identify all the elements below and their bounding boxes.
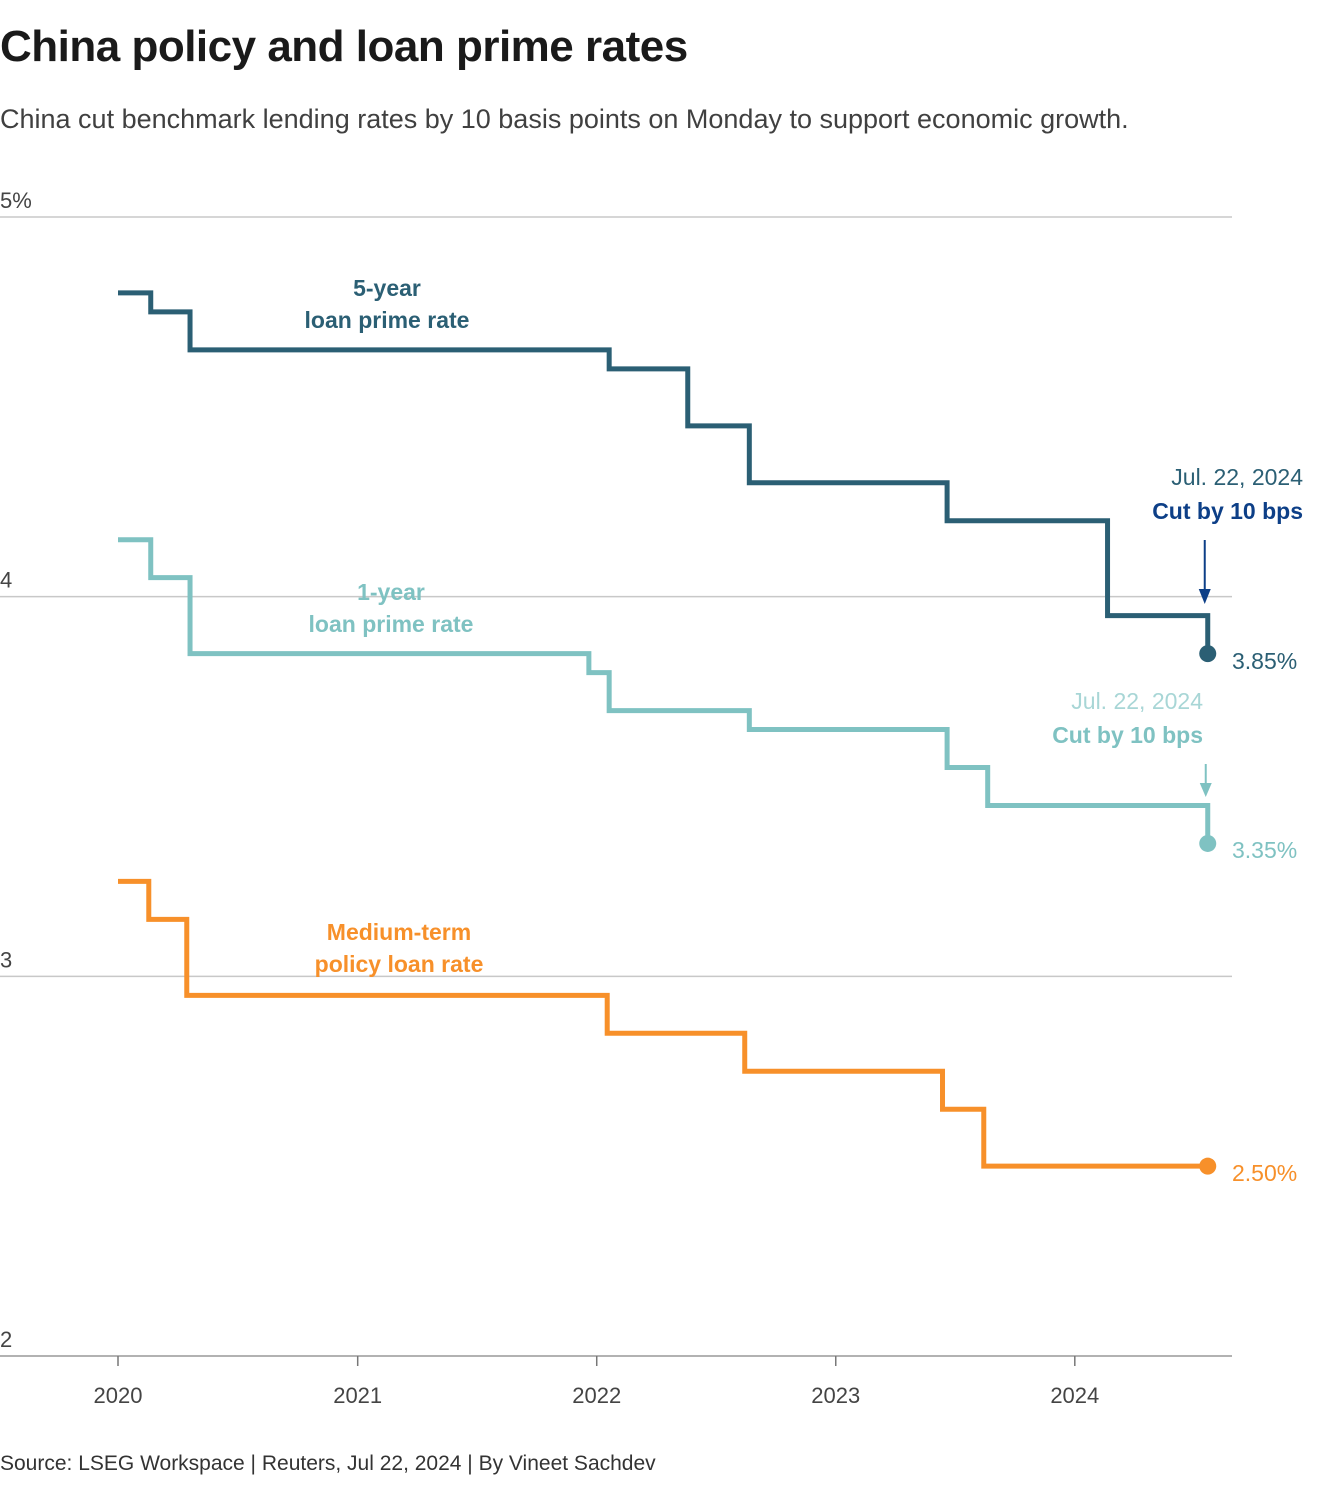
end-label-5y: 3.85% <box>1232 648 1297 674</box>
series-line <box>118 878 1208 1169</box>
series-line <box>118 537 1211 844</box>
end-label-mlf: 2.50% <box>1232 1160 1297 1186</box>
series-label-5y-line2: loan prime rate <box>305 307 470 333</box>
series-label-1y-line2: loan prime rate <box>309 611 474 637</box>
annotation-5y-text: Cut by 10 bps <box>1152 498 1303 524</box>
x-tick-label: 2021 <box>333 1383 382 1408</box>
chart-title: China policy and loan prime rates <box>0 22 688 71</box>
y-tick-label: 3 <box>0 947 12 972</box>
series-label-mlf-line2: policy loan rate <box>315 951 484 977</box>
x-tick-label: 2022 <box>572 1383 621 1408</box>
y-tick-label: 2 <box>0 1327 12 1352</box>
end-label-1y: 3.35% <box>1232 837 1297 863</box>
y-tick-label: 4 <box>0 568 12 593</box>
series-label-1y-line1: 1-year <box>357 579 425 605</box>
series-label-mlf-line1: Medium-term <box>327 919 471 945</box>
end-point <box>1199 645 1217 663</box>
end-point <box>1199 1157 1217 1175</box>
series-label-5y-line1: 5-year <box>353 275 421 301</box>
annotation-5y-date: Jul. 22, 2024 <box>1171 464 1303 490</box>
arrow-head-1y <box>1199 783 1212 797</box>
x-tick-label: 2023 <box>811 1383 860 1408</box>
arrow-head-5y <box>1198 589 1211 604</box>
end-point <box>1199 834 1217 852</box>
annotation-1y-text: Cut by 10 bps <box>1052 722 1203 748</box>
source-note: Source: LSEG Workspace | Reuters, Jul 22… <box>0 1452 656 1475</box>
chart-subtitle: China cut benchmark lending rates by 10 … <box>0 104 1129 134</box>
annotation-1y-date: Jul. 22, 2024 <box>1071 688 1203 714</box>
x-tick-label: 2024 <box>1050 1383 1099 1408</box>
series-line <box>118 290 1211 654</box>
x-tick-label: 2020 <box>94 1383 143 1408</box>
y-tick-label: 5% <box>0 188 32 213</box>
